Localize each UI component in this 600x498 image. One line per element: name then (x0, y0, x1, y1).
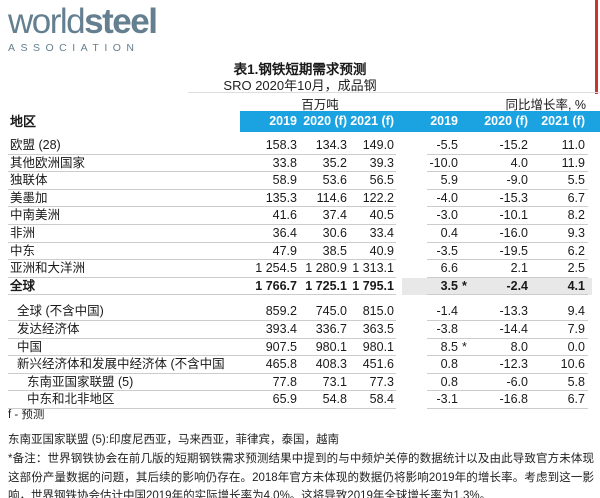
cell-pct: 10.6 (501, 356, 585, 374)
table-row: 全球1 766.71 725.11 795.13.5*-2.44.1 (0, 278, 600, 296)
row-label: 全球 (不含中国) (17, 303, 104, 321)
cell-pct: 2.5 (501, 260, 585, 278)
row-label: 欧盟 (28) (10, 137, 61, 155)
row-label: 新兴经济体和发展中经济体 (不含中国 (17, 356, 225, 374)
row-label: 独联体 (10, 172, 48, 190)
footnote-asean: 东南亚国家联盟 (5):印度尼西亚，马来西亚，菲律宾，泰国，越南 (8, 431, 339, 447)
cell-pct: 7.9 (501, 321, 585, 339)
logo-association-text: ASSOCIATION (8, 42, 156, 54)
table-row: 中东和北非地区65.954.858.4-3.1-16.86.7 (0, 391, 600, 409)
table-row: 中东47.938.540.9-3.5-19.56.2 (0, 243, 600, 261)
row-label: 发达经济体 (17, 321, 80, 339)
table-row: 全球 (不含中国)859.2745.0815.0-1.4-13.39.4 (0, 303, 600, 321)
cell-pct: 6.2 (501, 243, 585, 261)
table-row: 欧盟 (28)158.3134.3149.0-5.5-15.211.0 (0, 137, 600, 155)
cell-pct: 4.1 (501, 278, 585, 296)
row-label: 中国 (17, 339, 42, 357)
table-row: 东南亚国家联盟 (5)77.873.177.30.8-6.05.8 (0, 374, 600, 392)
row-label: 中东和北非地区 (27, 391, 115, 409)
table-row: 独联体58.953.656.55.9-9.05.5 (0, 172, 600, 190)
table-row: 其他欧洲国家33.835.239.3-10.04.011.9 (0, 155, 600, 173)
cell-pct: 8.2 (501, 207, 585, 225)
report-page: worldsteel ASSOCIATION 表1.钢铁短期需求预测 SRO 2… (0, 0, 600, 498)
table-row: 非洲36.430.633.40.4-16.09.3 (0, 225, 600, 243)
cell-pct: 0.0 (501, 339, 585, 357)
logo-word-bold: steel (84, 2, 156, 41)
year-column-header: 2021 (f) (495, 111, 585, 132)
table-header-row: 地区 20192020 (f)2021 (f)20192020 (f)2021 … (0, 111, 600, 132)
footnote-remark: *备注：世界钢铁协会在前几版的短期钢铁需求预测结果中提到的与中频炉关停的数据统计… (8, 450, 594, 498)
row-label: 美墨加 (10, 190, 48, 208)
row-label: 中东 (10, 243, 35, 261)
cell-pct: 6.7 (501, 391, 585, 409)
table-row: 中南美洲41.637.440.5-3.0-10.18.2 (0, 207, 600, 225)
row-label: 亚洲和大洋洲 (10, 260, 85, 278)
row-label: 非洲 (10, 225, 35, 243)
table-row: 发达经济体393.4336.7363.5-3.8-14.47.9 (0, 321, 600, 339)
cell-pct: 5.8 (501, 374, 585, 392)
worldsteel-logo: worldsteel ASSOCIATION (8, 4, 156, 54)
cell-pct: 5.5 (501, 172, 585, 190)
cell-pct: 11.9 (501, 155, 585, 173)
cell-pct: 6.7 (501, 190, 585, 208)
table-row: 新兴经济体和发展中经济体 (不含中国465.8408.3451.60.8-12.… (0, 356, 600, 374)
logo-wordmark: worldsteel (8, 4, 156, 41)
logo-word-light: world (8, 2, 84, 41)
region-column-header: 地区 (10, 111, 36, 132)
table-top-rule (188, 92, 600, 93)
table-row: 中国907.5980.1980.18.5*8.00.0 (0, 339, 600, 357)
table-row: 美墨加135.3114.6122.2-4.0-15.36.7 (0, 190, 600, 208)
row-label: 东南亚国家联盟 (5) (27, 374, 133, 392)
row-label: 其他欧洲国家 (10, 155, 85, 173)
table-row: 亚洲和大洋洲1 254.51 280.91 313.16.62.12.5 (0, 260, 600, 278)
row-label: 中南美洲 (10, 207, 60, 225)
cell-pct: 9.4 (501, 303, 585, 321)
cell-pct: 11.0 (501, 137, 585, 155)
row-label: 全球 (10, 278, 35, 296)
cell-pct: 9.3 (501, 225, 585, 243)
